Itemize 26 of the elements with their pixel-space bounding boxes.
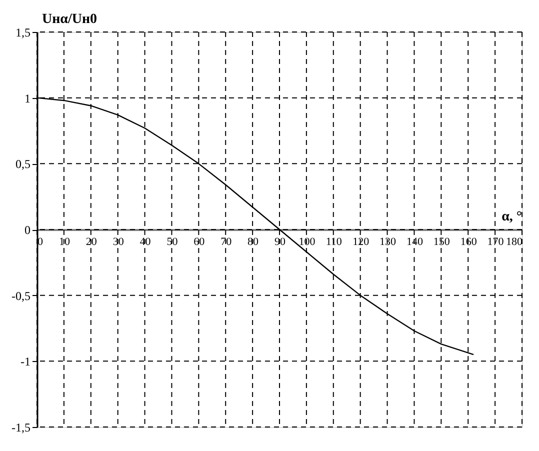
y-axis-title: Uнα/Uн0 [42, 12, 98, 27]
y-tick-label: -1,5 [12, 420, 30, 434]
y-tick-label: 1 [24, 91, 30, 106]
x-tick-label: 60 [194, 236, 206, 248]
x-tick-label: 120 [352, 236, 370, 248]
x-tick-label: 140 [406, 236, 424, 248]
x-tick-label: 150 [433, 236, 450, 248]
x-tick-label: 110 [326, 236, 342, 248]
x-tick-label: 160 [460, 236, 478, 248]
x-tick-label: 30 [112, 236, 124, 248]
x-tick-label: 170 [487, 236, 504, 248]
x-tick-label: 100 [298, 236, 316, 248]
x-tick-label: 10 [58, 236, 70, 248]
x-tick-label: 20 [86, 236, 98, 248]
x-axis-title: α, ° [502, 210, 522, 224]
y-tick-label: 1,5 [16, 26, 30, 40]
x-tick-label: 80 [248, 236, 260, 248]
x-tick-label: 40 [140, 236, 152, 248]
x-tick-label: 0 [38, 236, 44, 248]
x-tick-label: 130 [380, 236, 397, 248]
x-tick-label: 70 [220, 236, 232, 248]
y-tick-label: 0 [24, 223, 30, 237]
y-tick-label: 0,5 [16, 157, 30, 172]
y-tick-label: -0,5 [12, 288, 30, 303]
x-tick-label: 50 [166, 236, 178, 248]
y-tick-label: -1 [20, 354, 30, 369]
